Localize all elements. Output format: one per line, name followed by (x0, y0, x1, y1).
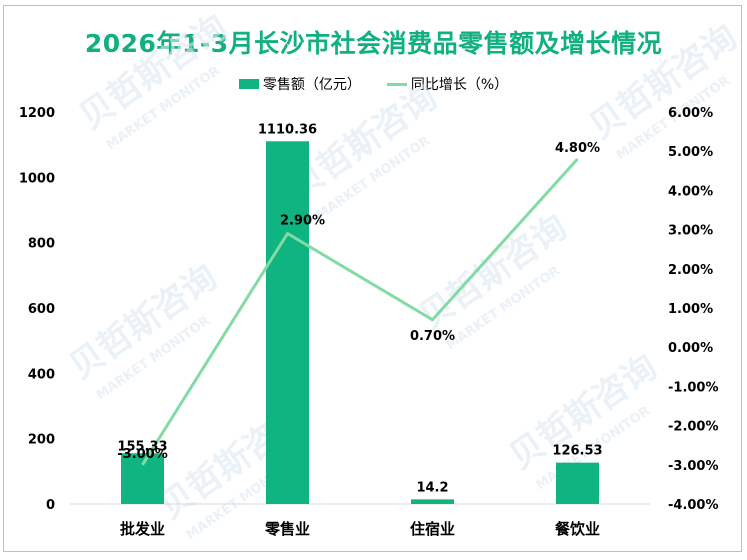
right-axis-tick: -4.00% (668, 498, 719, 513)
right-axis-tick: -1.00% (668, 380, 719, 395)
legend-line-label: 同比增长（%） (410, 77, 509, 93)
bar-3 (556, 462, 599, 504)
bar-value-label: 1110.36 (258, 122, 317, 137)
left-axis-tick: 200 (28, 433, 55, 448)
bar-1 (266, 141, 309, 504)
bar-swatch-icon (238, 79, 259, 89)
category-label: 零售业 (264, 520, 310, 538)
left-axis-tick: 1000 (19, 171, 55, 186)
bar-value-label: 14.2 (416, 480, 448, 495)
right-axis-tick: 5.00% (668, 145, 713, 160)
growth-line (141, 158, 579, 466)
right-axis-tick: 2.00% (668, 263, 713, 278)
bar-value-label: 126.53 (552, 444, 602, 459)
right-axis-tick: 3.00% (668, 224, 713, 239)
right-axis-tick: 0.00% (668, 341, 713, 356)
category-label: 餐饮业 (555, 520, 600, 538)
line-value-label: 0.70% (410, 329, 455, 344)
legend-item-bar: 零售额（亿元） (238, 74, 361, 94)
bar-2 (411, 499, 454, 504)
line-value-label: -3.00% (117, 447, 168, 462)
legend: 零售额（亿元） 同比增长（%） (0, 74, 747, 94)
right-axis-tick: -2.00% (668, 420, 719, 435)
line-value-label: 2.90% (280, 214, 325, 229)
bar-value-label: 155.33 (117, 439, 167, 454)
legend-bar-label: 零售额（亿元） (262, 77, 361, 93)
right-axis-tick: 4.00% (668, 184, 713, 199)
left-axis-tick: 600 (28, 302, 55, 317)
line-value-label: 4.80% (555, 141, 600, 156)
right-axis-tick: 6.00% (668, 106, 713, 121)
line-swatch-icon (386, 82, 407, 86)
left-axis-tick: 0 (46, 498, 55, 513)
category-label: 住宿业 (410, 520, 455, 538)
chart-title: 2026年1-3月长沙市社会消费品零售额及增长情况 (84, 29, 663, 58)
right-axis-tick: 1.00% (668, 302, 713, 317)
right-axis-tick: -3.00% (668, 459, 719, 474)
left-axis-tick: 400 (28, 367, 55, 382)
legend-item-line: 同比增长（%） (386, 74, 509, 94)
bar-0 (121, 453, 164, 504)
left-axis-tick: 800 (28, 237, 55, 252)
category-label: 批发业 (120, 520, 165, 538)
left-axis-tick: 1200 (19, 106, 55, 121)
